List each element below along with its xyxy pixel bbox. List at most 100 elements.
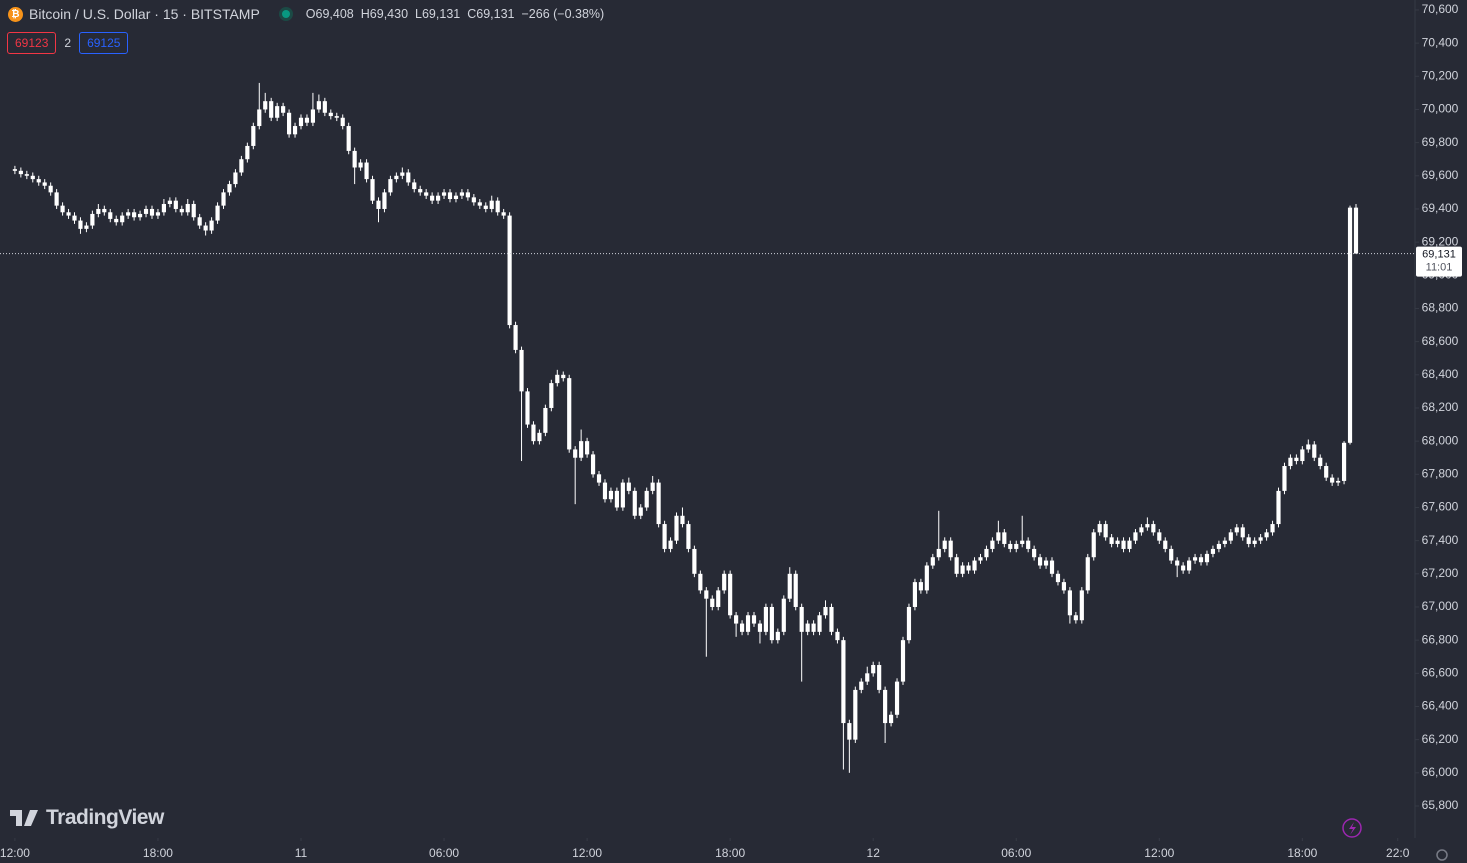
candle-body bbox=[1097, 524, 1102, 533]
candle-body bbox=[543, 407, 548, 433]
candle-body bbox=[346, 126, 351, 151]
ohlc: O69,408 H69,430 L69,131 C69,131 −266 (−0.38%… bbox=[306, 7, 604, 21]
candle-body bbox=[656, 482, 661, 525]
candle-body bbox=[418, 189, 423, 193]
candle-body bbox=[716, 590, 721, 607]
candle-body bbox=[286, 112, 292, 135]
candle-body bbox=[942, 540, 947, 549]
candle-body bbox=[292, 126, 298, 135]
candle-body bbox=[72, 215, 77, 221]
candle-body bbox=[436, 195, 441, 201]
candle-body bbox=[197, 217, 202, 226]
candle-body bbox=[489, 200, 494, 209]
ohlc-label: C bbox=[467, 7, 477, 21]
sell-button[interactable]: 69123 bbox=[7, 32, 57, 54]
symbol[interactable]: Bitcoin / U.S. Dollar · 15 · BITSTAMP bbox=[29, 6, 260, 22]
logo[interactable]: TradingView bbox=[10, 806, 164, 830]
candle-body bbox=[316, 101, 321, 110]
candle-body bbox=[102, 208, 107, 213]
candle-body bbox=[948, 540, 953, 558]
candle-body bbox=[602, 482, 608, 500]
ohlc-item: C69,131 bbox=[467, 7, 514, 21]
candle-body bbox=[1043, 560, 1049, 566]
candle-body bbox=[835, 631, 840, 641]
candle-body bbox=[30, 175, 35, 180]
candle-body bbox=[763, 606, 768, 632]
candle-body bbox=[1014, 543, 1019, 549]
candle-body bbox=[126, 212, 131, 216]
candle-body bbox=[1091, 532, 1096, 558]
candle-body bbox=[18, 170, 23, 175]
candle-body bbox=[376, 200, 381, 209]
candle-body bbox=[406, 172, 411, 183]
candle-body bbox=[1032, 548, 1037, 558]
candle-body bbox=[734, 615, 739, 624]
y-tick-label: 69,400 bbox=[1422, 201, 1459, 215]
candle-body bbox=[90, 213, 95, 226]
candle-body bbox=[471, 197, 476, 203]
y-tick-label: 68,800 bbox=[1422, 301, 1459, 315]
candle-body bbox=[507, 215, 512, 326]
candle-body bbox=[573, 449, 578, 458]
x-tick-label: 06:00 bbox=[1001, 846, 1031, 860]
candle-body bbox=[1145, 524, 1150, 528]
candle-body bbox=[298, 117, 304, 127]
y-tick-label: 66,600 bbox=[1422, 665, 1459, 679]
y-tick-label: 70,200 bbox=[1422, 68, 1459, 82]
candle-body bbox=[394, 175, 399, 180]
buy-button[interactable]: 69125 bbox=[79, 32, 129, 54]
ohlc-value: 69,131 bbox=[421, 7, 461, 21]
settings-icon[interactable] bbox=[1436, 849, 1448, 861]
ohlc-value: 69,430 bbox=[369, 7, 409, 21]
ohlc-value: 69,131 bbox=[476, 7, 515, 21]
candle-body bbox=[596, 474, 602, 483]
candle-body bbox=[1228, 532, 1233, 541]
candle-body bbox=[1157, 532, 1162, 541]
status-dot bbox=[281, 10, 290, 18]
candle-body bbox=[871, 665, 876, 674]
candle-body bbox=[1127, 540, 1132, 549]
candle-body bbox=[1264, 532, 1269, 538]
candle-body bbox=[1234, 527, 1239, 533]
candle-body bbox=[501, 212, 506, 216]
candle-body bbox=[1115, 540, 1120, 544]
candle-body bbox=[245, 145, 250, 160]
candle-body bbox=[1300, 449, 1305, 462]
ohlc-item: O69,408 bbox=[306, 7, 354, 21]
candle-body bbox=[1198, 557, 1204, 563]
candle-body bbox=[36, 179, 41, 183]
candle-body bbox=[662, 524, 667, 549]
candle-body bbox=[364, 162, 369, 180]
candle-body bbox=[1330, 477, 1335, 483]
candle-body bbox=[888, 714, 894, 724]
candle-body bbox=[275, 106, 280, 118]
candle-body bbox=[1252, 540, 1257, 544]
candle-body bbox=[215, 205, 220, 221]
candle-body bbox=[12, 169, 17, 171]
candle-body bbox=[614, 490, 619, 508]
candle-body bbox=[352, 150, 357, 168]
x-tick-label: 18:00 bbox=[715, 846, 745, 860]
candle-body bbox=[1187, 560, 1192, 571]
candle-body bbox=[930, 557, 935, 566]
candle-body bbox=[769, 606, 774, 641]
candle-body bbox=[495, 200, 500, 213]
candle-body bbox=[1055, 573, 1061, 583]
candle-body bbox=[388, 179, 393, 193]
candle-body bbox=[1121, 540, 1126, 549]
candle-body bbox=[185, 203, 190, 213]
candle-body bbox=[1347, 207, 1353, 443]
toolbar: 69123 2 69125 bbox=[7, 32, 129, 54]
y-tick-label: 69,800 bbox=[1422, 135, 1459, 149]
candle-body bbox=[1181, 565, 1186, 571]
x-tick-label: 18:00 bbox=[1287, 846, 1317, 860]
candle-body bbox=[1222, 540, 1227, 544]
candle-body bbox=[1294, 457, 1299, 462]
y-tick-label: 67,800 bbox=[1422, 466, 1459, 480]
alert-icon[interactable] bbox=[1342, 818, 1362, 838]
x-tick-label: 22:0 bbox=[1386, 846, 1410, 860]
candle-body bbox=[1216, 543, 1221, 549]
candle-body bbox=[841, 640, 846, 724]
y-tick-label: 69,200 bbox=[1422, 234, 1459, 248]
